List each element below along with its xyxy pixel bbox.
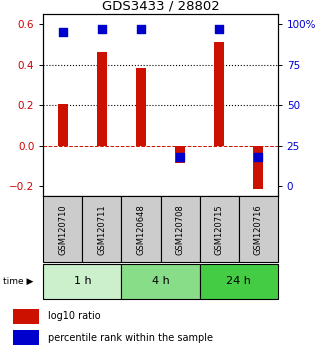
Bar: [200, 264, 278, 299]
Text: 24 h: 24 h: [226, 276, 251, 286]
Bar: [43, 264, 121, 299]
Bar: [121, 264, 200, 299]
Point: [60, 30, 65, 35]
Text: GSM120711: GSM120711: [97, 204, 107, 255]
Point: [99, 26, 104, 32]
Bar: [58, 104, 68, 146]
Title: GDS3433 / 28802: GDS3433 / 28802: [102, 0, 219, 13]
Text: GSM120716: GSM120716: [254, 204, 263, 255]
Point: [178, 154, 183, 160]
Bar: [214, 41, 224, 146]
Bar: [136, 68, 146, 146]
Bar: [253, 146, 263, 189]
Point: [256, 154, 261, 160]
Text: percentile rank within the sample: percentile rank within the sample: [48, 332, 213, 343]
Bar: [13, 309, 39, 324]
Text: GSM120710: GSM120710: [58, 204, 67, 255]
Point: [138, 26, 143, 32]
Text: GSM120715: GSM120715: [214, 204, 224, 255]
Text: GSM120648: GSM120648: [136, 204, 145, 255]
Text: GSM120708: GSM120708: [176, 204, 185, 255]
Bar: [160, 196, 200, 262]
Text: 4 h: 4 h: [152, 276, 169, 286]
Text: 1 h: 1 h: [74, 276, 91, 286]
Point: [216, 26, 221, 32]
Text: log10 ratio: log10 ratio: [48, 312, 101, 321]
Bar: [175, 146, 185, 163]
Bar: [43, 196, 82, 262]
Text: time ▶: time ▶: [3, 277, 34, 286]
Bar: [200, 196, 239, 262]
Bar: [13, 330, 39, 345]
Bar: [97, 52, 107, 146]
Bar: [82, 196, 121, 262]
Bar: [239, 196, 278, 262]
Bar: [121, 196, 160, 262]
